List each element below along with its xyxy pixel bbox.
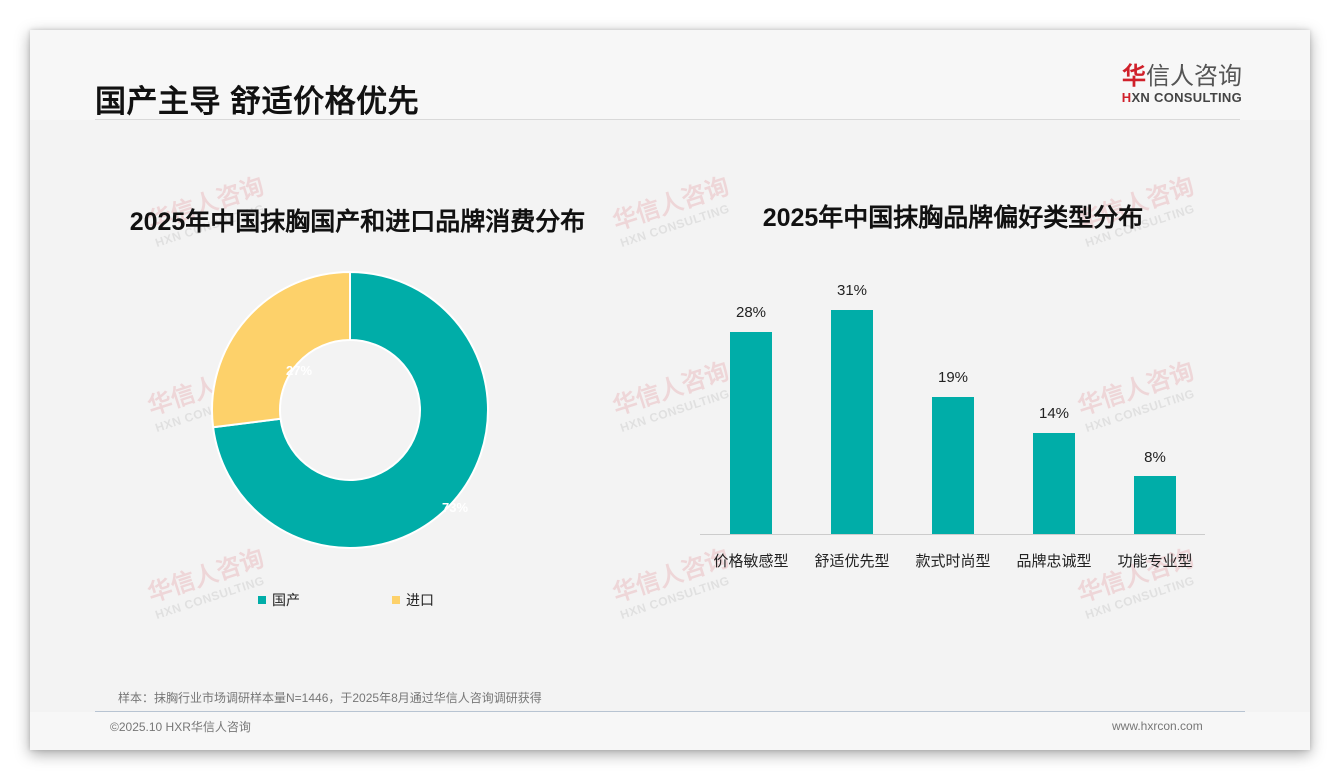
bar-category: 价格敏感型 bbox=[713, 553, 789, 570]
bar-comfort-first bbox=[831, 310, 873, 534]
donut-chart-title: 2025年中国抹胸国产和进口品牌消费分布 bbox=[129, 208, 586, 236]
bar-category: 功能专业型 bbox=[1117, 553, 1193, 570]
website-link[interactable]: www.hxrcon.com bbox=[1112, 719, 1203, 733]
header-divider bbox=[95, 119, 1240, 120]
legend-item-domestic: 国产 bbox=[258, 590, 300, 610]
logo-cn-rest: 信人咨询 bbox=[1146, 63, 1242, 90]
legend-swatch-domestic bbox=[258, 596, 266, 604]
donut-svg bbox=[211, 270, 489, 549]
donut-chart: 73% 27% bbox=[210, 270, 490, 550]
bar-category: 品牌忠诚型 bbox=[1016, 553, 1092, 570]
bar-category: 款式时尚型 bbox=[915, 553, 991, 570]
donut-segment-import bbox=[211, 270, 351, 429]
bar-category: 舒适优先型 bbox=[814, 553, 890, 570]
copyright: ©2025.10 HXR华信人咨询 bbox=[110, 720, 251, 734]
logo-en: HXN CONSULTING bbox=[1110, 91, 1242, 105]
brand-logo: 华信人咨询 HXN CONSULTING bbox=[1110, 63, 1242, 105]
bar-chart: 28% 价格敏感型 31% 舒适优先型 19% 款式时尚型 14% 品牌忠诚型 … bbox=[700, 270, 1210, 590]
slide: 华信人咨询 HXN CONSULTING 华信人咨询 HXN CONSULTIN… bbox=[30, 30, 1310, 750]
donut-segment-domestic bbox=[211, 270, 489, 549]
bar-value: 19% bbox=[937, 369, 969, 386]
bar-value: 31% bbox=[836, 282, 868, 299]
bar-functional bbox=[1134, 476, 1176, 534]
legend-swatch-import bbox=[392, 596, 400, 604]
header-band bbox=[30, 30, 1310, 120]
logo-en-rest: XN CONSULTING bbox=[1131, 90, 1242, 105]
donut-label-domestic: 73% bbox=[442, 500, 469, 515]
bar-value: 14% bbox=[1038, 405, 1070, 422]
bar-fashion bbox=[932, 397, 974, 534]
legend-label-import: 进口 bbox=[406, 592, 434, 608]
x-axis-line bbox=[700, 534, 1205, 535]
footer-band bbox=[30, 712, 1310, 750]
donut-label-import: 27% bbox=[286, 363, 313, 378]
bar-value: 8% bbox=[1144, 449, 1166, 466]
legend-label-domestic: 国产 bbox=[272, 592, 300, 608]
bar-value: 28% bbox=[735, 304, 767, 321]
footer-divider bbox=[95, 711, 1245, 712]
bar-chart-title: 2025年中国抹胸品牌偏好类型分布 bbox=[762, 204, 1144, 232]
page-title: 国产主导 舒适价格优先 bbox=[95, 84, 420, 119]
legend-item-import: 进口 bbox=[392, 590, 434, 610]
logo-en-first: H bbox=[1121, 90, 1132, 105]
bar-price-sensitive bbox=[730, 332, 772, 534]
bar-brand-loyal bbox=[1033, 433, 1075, 534]
logo-cn: 华信人咨询 bbox=[1110, 63, 1242, 91]
logo-cn-first: 华 bbox=[1122, 63, 1146, 90]
sample-footnote: 样本：抹胸行业市场调研样本量N=1446，于2025年8月通过华信人咨询调研获得 bbox=[118, 691, 542, 705]
